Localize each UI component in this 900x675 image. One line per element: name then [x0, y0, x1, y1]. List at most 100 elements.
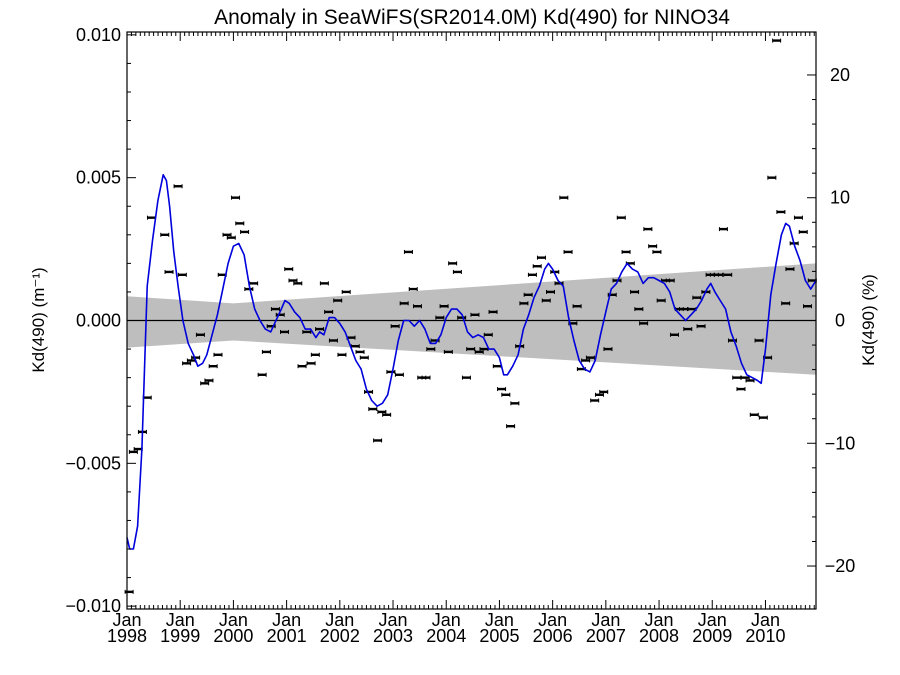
data-point — [683, 327, 693, 332]
x-tick-label-month: Jan — [112, 610, 141, 630]
x-tick-label-year: 2001 — [267, 626, 307, 646]
data-point — [373, 438, 383, 443]
x-tick-label-year: 1998 — [107, 626, 147, 646]
x-tick-label-year: 2004 — [426, 626, 466, 646]
data-point — [785, 267, 795, 272]
data-point — [652, 249, 662, 254]
data-point — [802, 304, 812, 309]
data-point — [781, 301, 791, 306]
y-right-tick-label: 10 — [830, 188, 850, 208]
data-point — [377, 409, 387, 414]
y-axis-label-right: Kd(490) (%) — [859, 274, 878, 366]
data-point — [749, 412, 759, 417]
data-point — [355, 349, 365, 354]
data-point — [382, 412, 392, 417]
x-tick-label-year: 2006 — [533, 626, 573, 646]
data-point — [173, 184, 183, 189]
data-point — [328, 338, 338, 343]
data-point — [284, 267, 294, 272]
data-point — [461, 375, 471, 380]
data-point — [572, 304, 582, 309]
x-tick-label-month: Jan — [432, 610, 461, 630]
data-point — [244, 287, 254, 292]
data-point — [386, 369, 396, 374]
data-point — [359, 355, 369, 360]
data-point — [452, 269, 462, 274]
data-point — [261, 349, 271, 354]
data-point — [714, 272, 724, 277]
data-point — [195, 332, 205, 337]
data-point — [563, 249, 573, 254]
data-point — [594, 392, 604, 397]
data-point — [727, 338, 737, 343]
data-point — [337, 352, 347, 357]
data-point — [519, 301, 529, 306]
x-tick-label-year: 2005 — [479, 626, 519, 646]
y-axis-label-left: Kd(490) (m⁻¹) — [29, 267, 48, 372]
x-tick-label-month: Jan — [591, 610, 620, 630]
y-right-tick-label: 0 — [835, 311, 845, 331]
uncertainty-band — [127, 263, 816, 375]
data-point — [506, 424, 516, 429]
x-tick-label-year: 2010 — [745, 626, 785, 646]
data-point — [368, 407, 378, 412]
axes: Jan1998Jan1999Jan2000Jan2001Jan2002Jan20… — [65, 25, 855, 646]
data-point — [758, 415, 768, 420]
data-point — [408, 287, 418, 292]
data-point — [696, 324, 706, 329]
data-point — [315, 327, 325, 332]
data-point — [435, 315, 445, 320]
chart-title: Anomaly in SeaWiFS(SR2014.0M) Kd(490) fo… — [214, 6, 730, 29]
data-point — [639, 321, 649, 326]
x-tick-label-month: Jan — [698, 610, 727, 630]
data-point — [182, 361, 192, 366]
data-point — [669, 332, 679, 337]
data-point — [124, 589, 134, 594]
data-point — [793, 215, 803, 220]
data-point — [257, 372, 267, 377]
data-point — [559, 195, 569, 200]
x-tick-label-month: Jan — [645, 610, 674, 630]
data-point — [448, 261, 458, 266]
data-point — [634, 307, 644, 312]
data-point — [341, 289, 351, 294]
x-tick-label-month: Jan — [538, 610, 567, 630]
data-point — [767, 175, 777, 180]
x-tick-label-month: Jan — [272, 610, 301, 630]
x-tick-label-year: 2003 — [373, 626, 413, 646]
data-point — [231, 195, 241, 200]
data-point — [546, 289, 556, 294]
data-point — [621, 249, 631, 254]
data-point — [581, 358, 591, 363]
plot-area — [124, 38, 817, 594]
data-point — [457, 315, 467, 320]
data-point — [333, 298, 343, 303]
data-point — [643, 227, 653, 232]
data-point — [745, 378, 755, 383]
data-point — [249, 281, 259, 286]
data-point — [536, 255, 546, 260]
data-point — [394, 372, 404, 377]
data-point — [648, 244, 658, 249]
data-point — [692, 295, 702, 300]
data-point — [603, 347, 613, 352]
data-point — [474, 349, 484, 354]
data-point — [599, 389, 609, 394]
data-point — [501, 392, 511, 397]
x-tick-label-month: Jan — [379, 610, 408, 630]
data-point — [679, 307, 689, 312]
data-point — [204, 378, 214, 383]
data-point — [133, 447, 143, 452]
data-point — [226, 235, 236, 240]
data-point — [160, 232, 170, 237]
x-tick-label-month: Jan — [485, 610, 514, 630]
data-point — [630, 289, 640, 294]
data-point — [541, 298, 551, 303]
data-point — [798, 229, 808, 234]
data-point — [527, 272, 537, 277]
data-point — [399, 301, 409, 306]
data-point — [403, 249, 413, 254]
y-left-tick-label: 0.005 — [76, 168, 121, 188]
data-point — [492, 364, 502, 369]
x-tick-label-year: 2009 — [692, 626, 732, 646]
